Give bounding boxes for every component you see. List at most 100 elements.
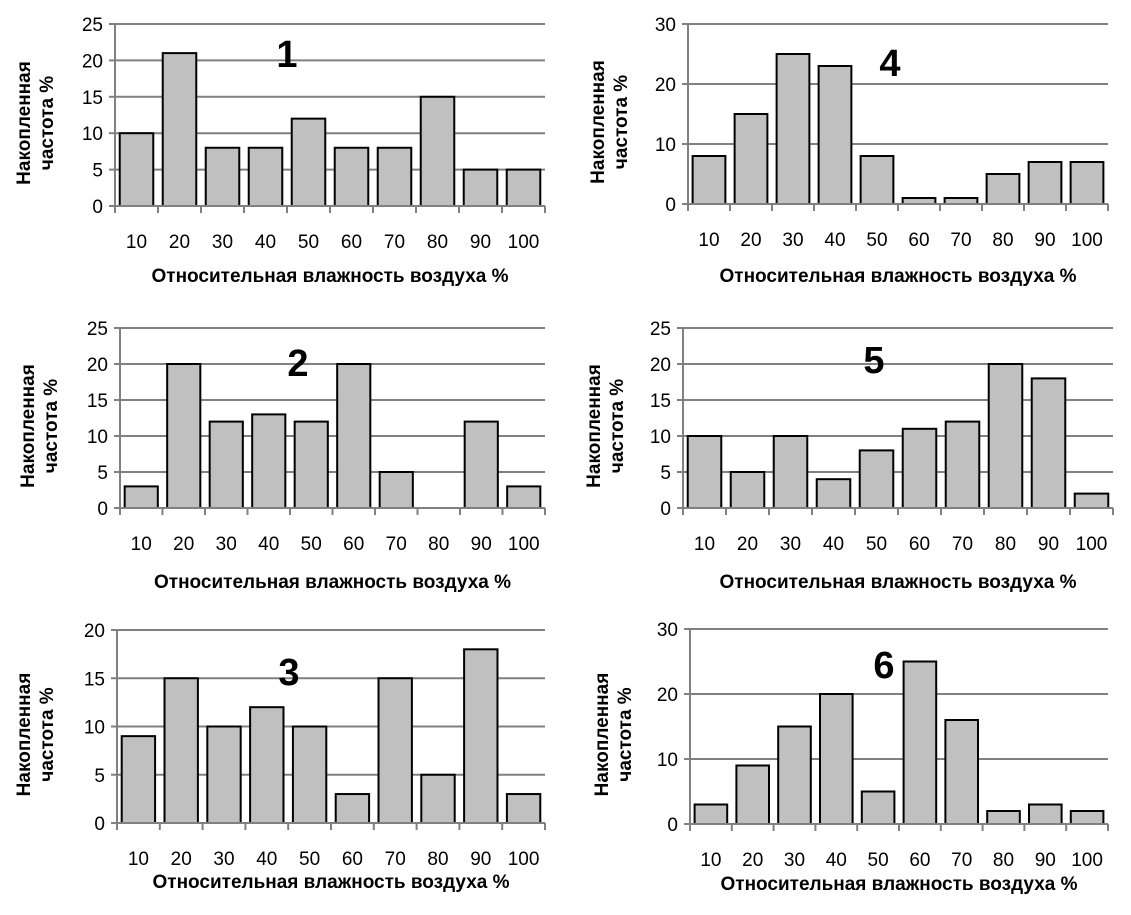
y-tick-label: 15 bbox=[650, 391, 671, 412]
x-tick-label: 10 bbox=[126, 232, 147, 253]
x-tick-label: 80 bbox=[993, 850, 1014, 871]
y-tick-label: 0 bbox=[92, 197, 103, 218]
bar bbox=[735, 764, 771, 825]
y-axis-title-line2: частота % bbox=[611, 75, 632, 170]
x-tick-label: 10 bbox=[128, 849, 149, 870]
x-tick-label: 20 bbox=[737, 534, 758, 555]
y-tick-label: 20 bbox=[84, 621, 105, 642]
x-tick-label: 70 bbox=[950, 230, 971, 251]
x-tick-label: 90 bbox=[471, 534, 492, 555]
x-tick-label: 80 bbox=[428, 534, 449, 555]
y-tick-label: 20 bbox=[82, 51, 103, 72]
y-tick-label: 5 bbox=[660, 463, 671, 484]
x-axis-title: Относительная влажность воздуха % bbox=[719, 572, 1076, 593]
x-tick-label: 50 bbox=[301, 534, 322, 555]
x-tick-label: 30 bbox=[784, 850, 805, 871]
y-tick-label: 10 bbox=[82, 124, 103, 145]
y-tick-label: 25 bbox=[650, 319, 671, 340]
y-axis-title-line2: частота % bbox=[607, 379, 628, 474]
y-tick-label: 20 bbox=[87, 355, 108, 376]
bar bbox=[986, 810, 1021, 825]
bar bbox=[686, 435, 723, 509]
bar bbox=[290, 117, 327, 207]
bar bbox=[691, 155, 727, 205]
y-tick-label: 15 bbox=[82, 88, 103, 109]
y-tick-label: 15 bbox=[87, 391, 108, 412]
bar bbox=[336, 363, 372, 509]
x-tick-label: 40 bbox=[258, 534, 279, 555]
y-tick-label: 5 bbox=[97, 463, 108, 484]
y-tick-label: 15 bbox=[84, 669, 105, 690]
x-tick-label: 10 bbox=[694, 534, 715, 555]
x-tick-label: 40 bbox=[823, 534, 844, 555]
bar bbox=[333, 146, 370, 207]
bar bbox=[506, 485, 542, 509]
bar bbox=[1027, 161, 1063, 205]
y-axis-title-line1: Накопленная bbox=[584, 364, 605, 488]
bar bbox=[775, 53, 811, 205]
x-tick-label: 90 bbox=[1034, 230, 1055, 251]
bar bbox=[505, 793, 542, 825]
bar bbox=[815, 478, 852, 509]
x-tick-label: 50 bbox=[866, 230, 887, 251]
y-axis-title-line1: Накопленная bbox=[592, 673, 613, 797]
bar bbox=[120, 735, 157, 824]
bar bbox=[902, 660, 938, 825]
bar bbox=[420, 773, 456, 824]
bar bbox=[118, 132, 155, 207]
x-tick-label: 60 bbox=[909, 534, 930, 555]
chart-panel-2: 0 5 10 15 20 25 10 20 30 40 50 60 70 80 90 100 2 Относите… bbox=[18, 319, 546, 593]
x-tick-label: 70 bbox=[384, 232, 405, 253]
x-tick-label: 60 bbox=[908, 230, 929, 251]
x-tick-label: 10 bbox=[131, 534, 152, 555]
bar bbox=[1069, 161, 1105, 205]
bar bbox=[163, 677, 199, 824]
x-tick-label: 80 bbox=[427, 232, 448, 253]
bar bbox=[251, 413, 287, 509]
x-tick-label: 70 bbox=[952, 534, 973, 555]
y-axis-title-line2: частота % bbox=[37, 687, 58, 782]
y-tick-label: 25 bbox=[87, 319, 108, 340]
x-tick-label: 90 bbox=[1035, 850, 1056, 871]
bar bbox=[419, 95, 456, 207]
bar bbox=[204, 146, 241, 207]
x-tick-label: 100 bbox=[1071, 850, 1103, 871]
x-tick-label: 70 bbox=[386, 534, 407, 555]
chart-panel-3: 0 5 10 15 20 10 20 30 40 50 60 70 80 90 100 3 Относитель… bbox=[14, 621, 546, 893]
y-axis-title-line1: Накопленная bbox=[14, 673, 35, 797]
bar bbox=[777, 725, 812, 825]
y-tick-label: 10 bbox=[84, 718, 105, 739]
x-tick-label: 30 bbox=[212, 232, 233, 253]
x-tick-label: 60 bbox=[342, 849, 363, 870]
y-tick-label: 10 bbox=[657, 750, 678, 771]
y-tick-label: 0 bbox=[667, 815, 678, 836]
panel-number: 2 bbox=[287, 343, 308, 385]
y-axis-title-line1: Накопленная bbox=[14, 61, 35, 185]
x-tick-label: 40 bbox=[826, 850, 847, 871]
bar bbox=[206, 725, 242, 824]
x-tick-label: 60 bbox=[343, 534, 364, 555]
bar bbox=[772, 435, 809, 509]
x-tick-label: 80 bbox=[427, 849, 448, 870]
bar bbox=[1030, 377, 1067, 510]
x-tick-label: 50 bbox=[866, 534, 887, 555]
x-tick-label: 70 bbox=[385, 849, 406, 870]
bar bbox=[376, 146, 413, 207]
y-axis-title-line2: частота % bbox=[615, 687, 636, 782]
bar bbox=[463, 648, 499, 824]
chart-panel-5: 0 5 10 15 20 25 10 20 30 40 50 60 70 80 90 100 5 Относите… bbox=[584, 319, 1114, 593]
chart-panel-4: 0 10 20 30 10 20 30 40 50 60 70 80 90 100 4 Относительн… bbox=[588, 15, 1109, 287]
chart-panel-1: 0 5 10 15 20 25 10 20 30 40 50 60 70 80 90 100 1 Относите… bbox=[14, 15, 546, 287]
x-axis-title: Относительная влажность воздуха % bbox=[151, 266, 508, 287]
x-tick-label: 100 bbox=[508, 534, 540, 555]
bar bbox=[729, 471, 766, 509]
bar bbox=[166, 363, 202, 509]
x-axis-title: Относительная влажность воздуха % bbox=[154, 572, 511, 593]
y-tick-label: 10 bbox=[650, 427, 671, 448]
bar bbox=[901, 427, 938, 509]
bar bbox=[378, 471, 414, 509]
x-tick-label: 60 bbox=[341, 232, 362, 253]
y-axis-title-line2: частота % bbox=[37, 76, 58, 171]
panel-number: 5 bbox=[863, 340, 884, 382]
bar bbox=[377, 677, 413, 824]
